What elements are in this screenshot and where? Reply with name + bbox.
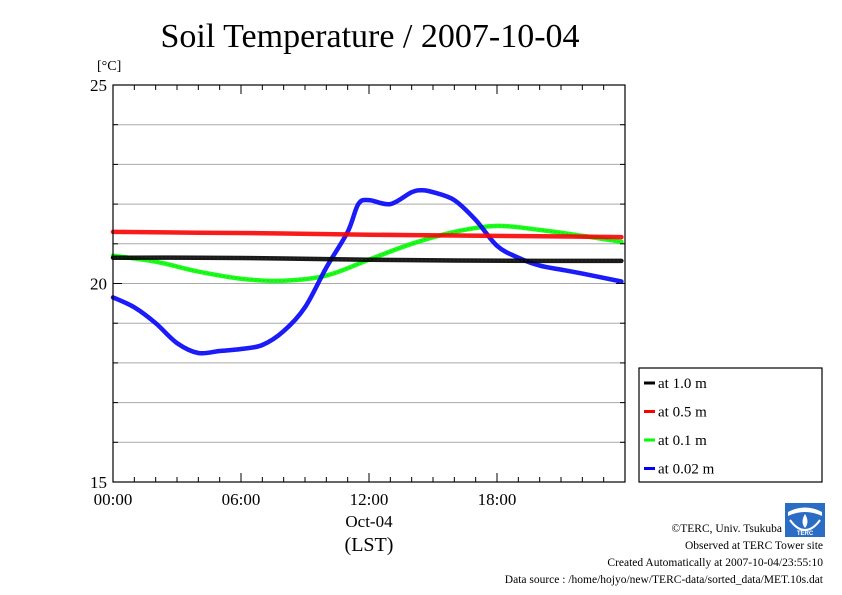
series-line-texture-at-0-02-m bbox=[112, 189, 622, 354]
legend-label-at-0-5-m: at 0.5 m bbox=[658, 405, 707, 421]
legend-label-at-0-1-m: at 0.1 m bbox=[658, 433, 707, 449]
y-tick-label: 20 bbox=[90, 275, 107, 294]
credit-source: Data source : /home/hojyo/new/TERC-data/… bbox=[505, 574, 824, 586]
credit-created: Created Automatically at 2007-10-04/23:5… bbox=[607, 557, 823, 569]
y-axis-unit: [°C] bbox=[97, 59, 121, 74]
series-line-texture-at-1-0-m bbox=[112, 257, 622, 262]
series-line-at-1-0-m bbox=[110, 255, 624, 264]
x-axis-label: (LST) bbox=[345, 534, 394, 556]
legend: at 1.0 m at 0.5 m at 0.1 m at 0.02 m bbox=[638, 367, 823, 483]
series-line-texture-at-0-5-m bbox=[112, 231, 622, 238]
x-tick-label: 00:00 bbox=[94, 490, 133, 509]
series-line-at-0-5-m bbox=[110, 229, 624, 240]
x-tick-label: 12:00 bbox=[350, 490, 389, 509]
axis-ticks: 15 20 25 00:00 06:00 12:00 18:00 bbox=[90, 76, 626, 509]
chart-title: Soil Temperature / 2007-10-04 bbox=[160, 18, 579, 55]
x-tick-label: 06:00 bbox=[222, 490, 261, 509]
credit-copyright: ©TERC, Univ. Tsukuba bbox=[672, 523, 782, 535]
y-tick-label: 25 bbox=[90, 76, 107, 95]
series-line-at-0-02-m bbox=[110, 187, 624, 356]
grid-lines bbox=[113, 124, 625, 443]
legend-label-at-0-02-m: at 0.02 m bbox=[658, 462, 715, 478]
terc-logo-text: TERC bbox=[797, 531, 814, 537]
x-date-label: Oct-04 bbox=[345, 512, 393, 531]
legend-box bbox=[638, 367, 823, 483]
legend-label-at-1-0-m: at 1.0 m bbox=[658, 376, 707, 392]
credit-observed: Observed at TERC Tower site bbox=[685, 540, 823, 552]
series-lines bbox=[110, 187, 624, 356]
terc-logo: TERC bbox=[785, 503, 825, 537]
y-tick-label: 15 bbox=[90, 473, 107, 492]
x-tick-label: 18:00 bbox=[478, 490, 517, 509]
